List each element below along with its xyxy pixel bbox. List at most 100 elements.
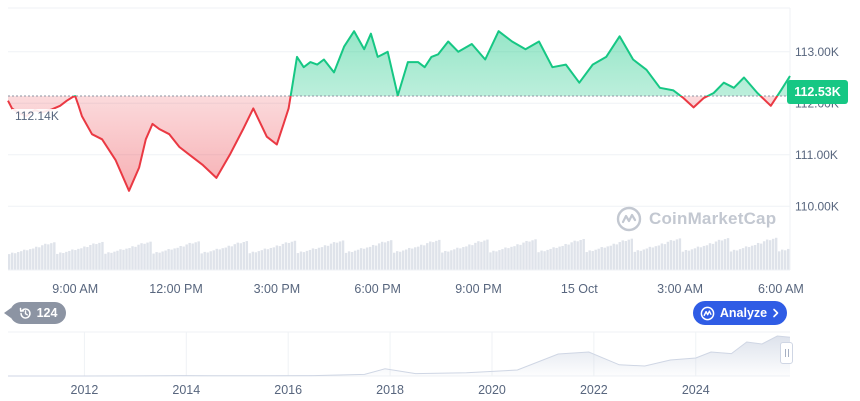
volume-bar [14,253,17,270]
volume-bar [717,239,721,270]
volume-bar [59,252,62,270]
volume-bar [131,246,134,270]
volume-bar [597,248,600,270]
volume-bar [122,249,125,270]
volume-bar [429,241,432,270]
y-tick-label: 111.00K [795,148,838,162]
volume-bar [95,244,98,270]
volume-bar [62,253,65,270]
volume-bar [729,251,733,270]
history-badge[interactable]: 124 [4,302,66,324]
volume-bar [209,251,212,270]
volume-bar [459,248,462,270]
volume-bar [383,242,387,270]
volume-bar [323,245,327,270]
volume-bar [32,248,35,270]
volume-bar [768,240,772,270]
area-below-open [8,96,790,191]
volume-bar [101,241,104,270]
navigator[interactable] [8,331,791,377]
volume-bar [86,247,89,270]
volume-bar [143,243,146,270]
volume-bar [519,244,522,270]
navigator-scroll-handle[interactable] [780,342,793,364]
volume-bar [444,250,447,270]
volume-bar [260,250,264,270]
volume-bar [254,252,258,270]
volume-bar [504,247,507,270]
volume-bar [414,247,417,270]
navigator-area [8,336,790,376]
volume-bar [774,237,778,270]
volume-bar [311,248,315,270]
volume-bar [513,246,516,270]
price-line-down [7,96,779,192]
volume-bar [344,252,348,270]
navigator-year-label: 2020 [478,383,506,397]
volume-bar [305,250,309,270]
volume-bar [263,248,267,270]
volume-bars [8,237,790,271]
volume-bar [687,250,691,270]
volume-bar [576,241,579,270]
volume-bar [732,249,736,270]
volume-bar [65,251,68,270]
analyze-logo-icon [700,306,715,320]
volume-bar [474,242,477,270]
history-icon [19,307,31,319]
volume-bar [38,247,41,270]
volume-bar [353,250,357,270]
volume-bar [531,240,534,270]
volume-bar [765,239,769,270]
volume-bar [495,251,498,270]
volume-bar [80,248,83,270]
price-area [8,31,790,191]
volume-bar [8,254,11,270]
volume-bar [218,249,221,270]
volume-bar [68,250,71,270]
watermark-text: CoinMarketCap [649,209,777,228]
volume-bar [158,252,161,270]
volume-bar [251,251,255,270]
volume-bar [552,247,555,270]
volume-bar [293,240,297,270]
volume-bar [200,253,203,270]
volume-bar [26,250,29,270]
volume-bar [483,240,486,270]
volume-bar [750,245,754,270]
volume-bar [696,246,700,270]
volume-bar [594,249,597,270]
volume-bar [356,249,360,270]
coinmarketcap-logo-icon [616,206,642,232]
volume-bar [777,251,781,270]
volume-bar [408,247,411,270]
volume-bar [690,249,694,270]
volume-bar [582,238,585,270]
volume-bar [528,241,531,270]
volume-bar [627,239,630,270]
volume-bar [287,242,291,270]
y-tick-label: 113.00K [795,45,839,59]
volume-bar [588,250,591,270]
volume-bar [546,249,549,270]
volume-bar [182,246,185,270]
volume-bar [570,242,573,270]
volume-bar [245,241,249,270]
volume-bar [615,244,618,270]
analyze-button[interactable]: Analyze [693,301,787,325]
volume-bar [525,240,528,270]
x-tick-label: 9:00 PM [455,282,502,296]
volume-bar [104,253,107,270]
volume-bar [516,244,519,270]
volume-bar [278,246,282,270]
chevron-right-icon [773,308,779,318]
volume-bar [221,248,224,270]
volume-bar [224,247,227,270]
volume-bar [432,242,435,270]
coinmarketcap-watermark: CoinMarketCap [616,205,776,233]
volume-bar [248,253,252,270]
volume-bar [723,239,727,270]
volume-bar [380,241,384,270]
